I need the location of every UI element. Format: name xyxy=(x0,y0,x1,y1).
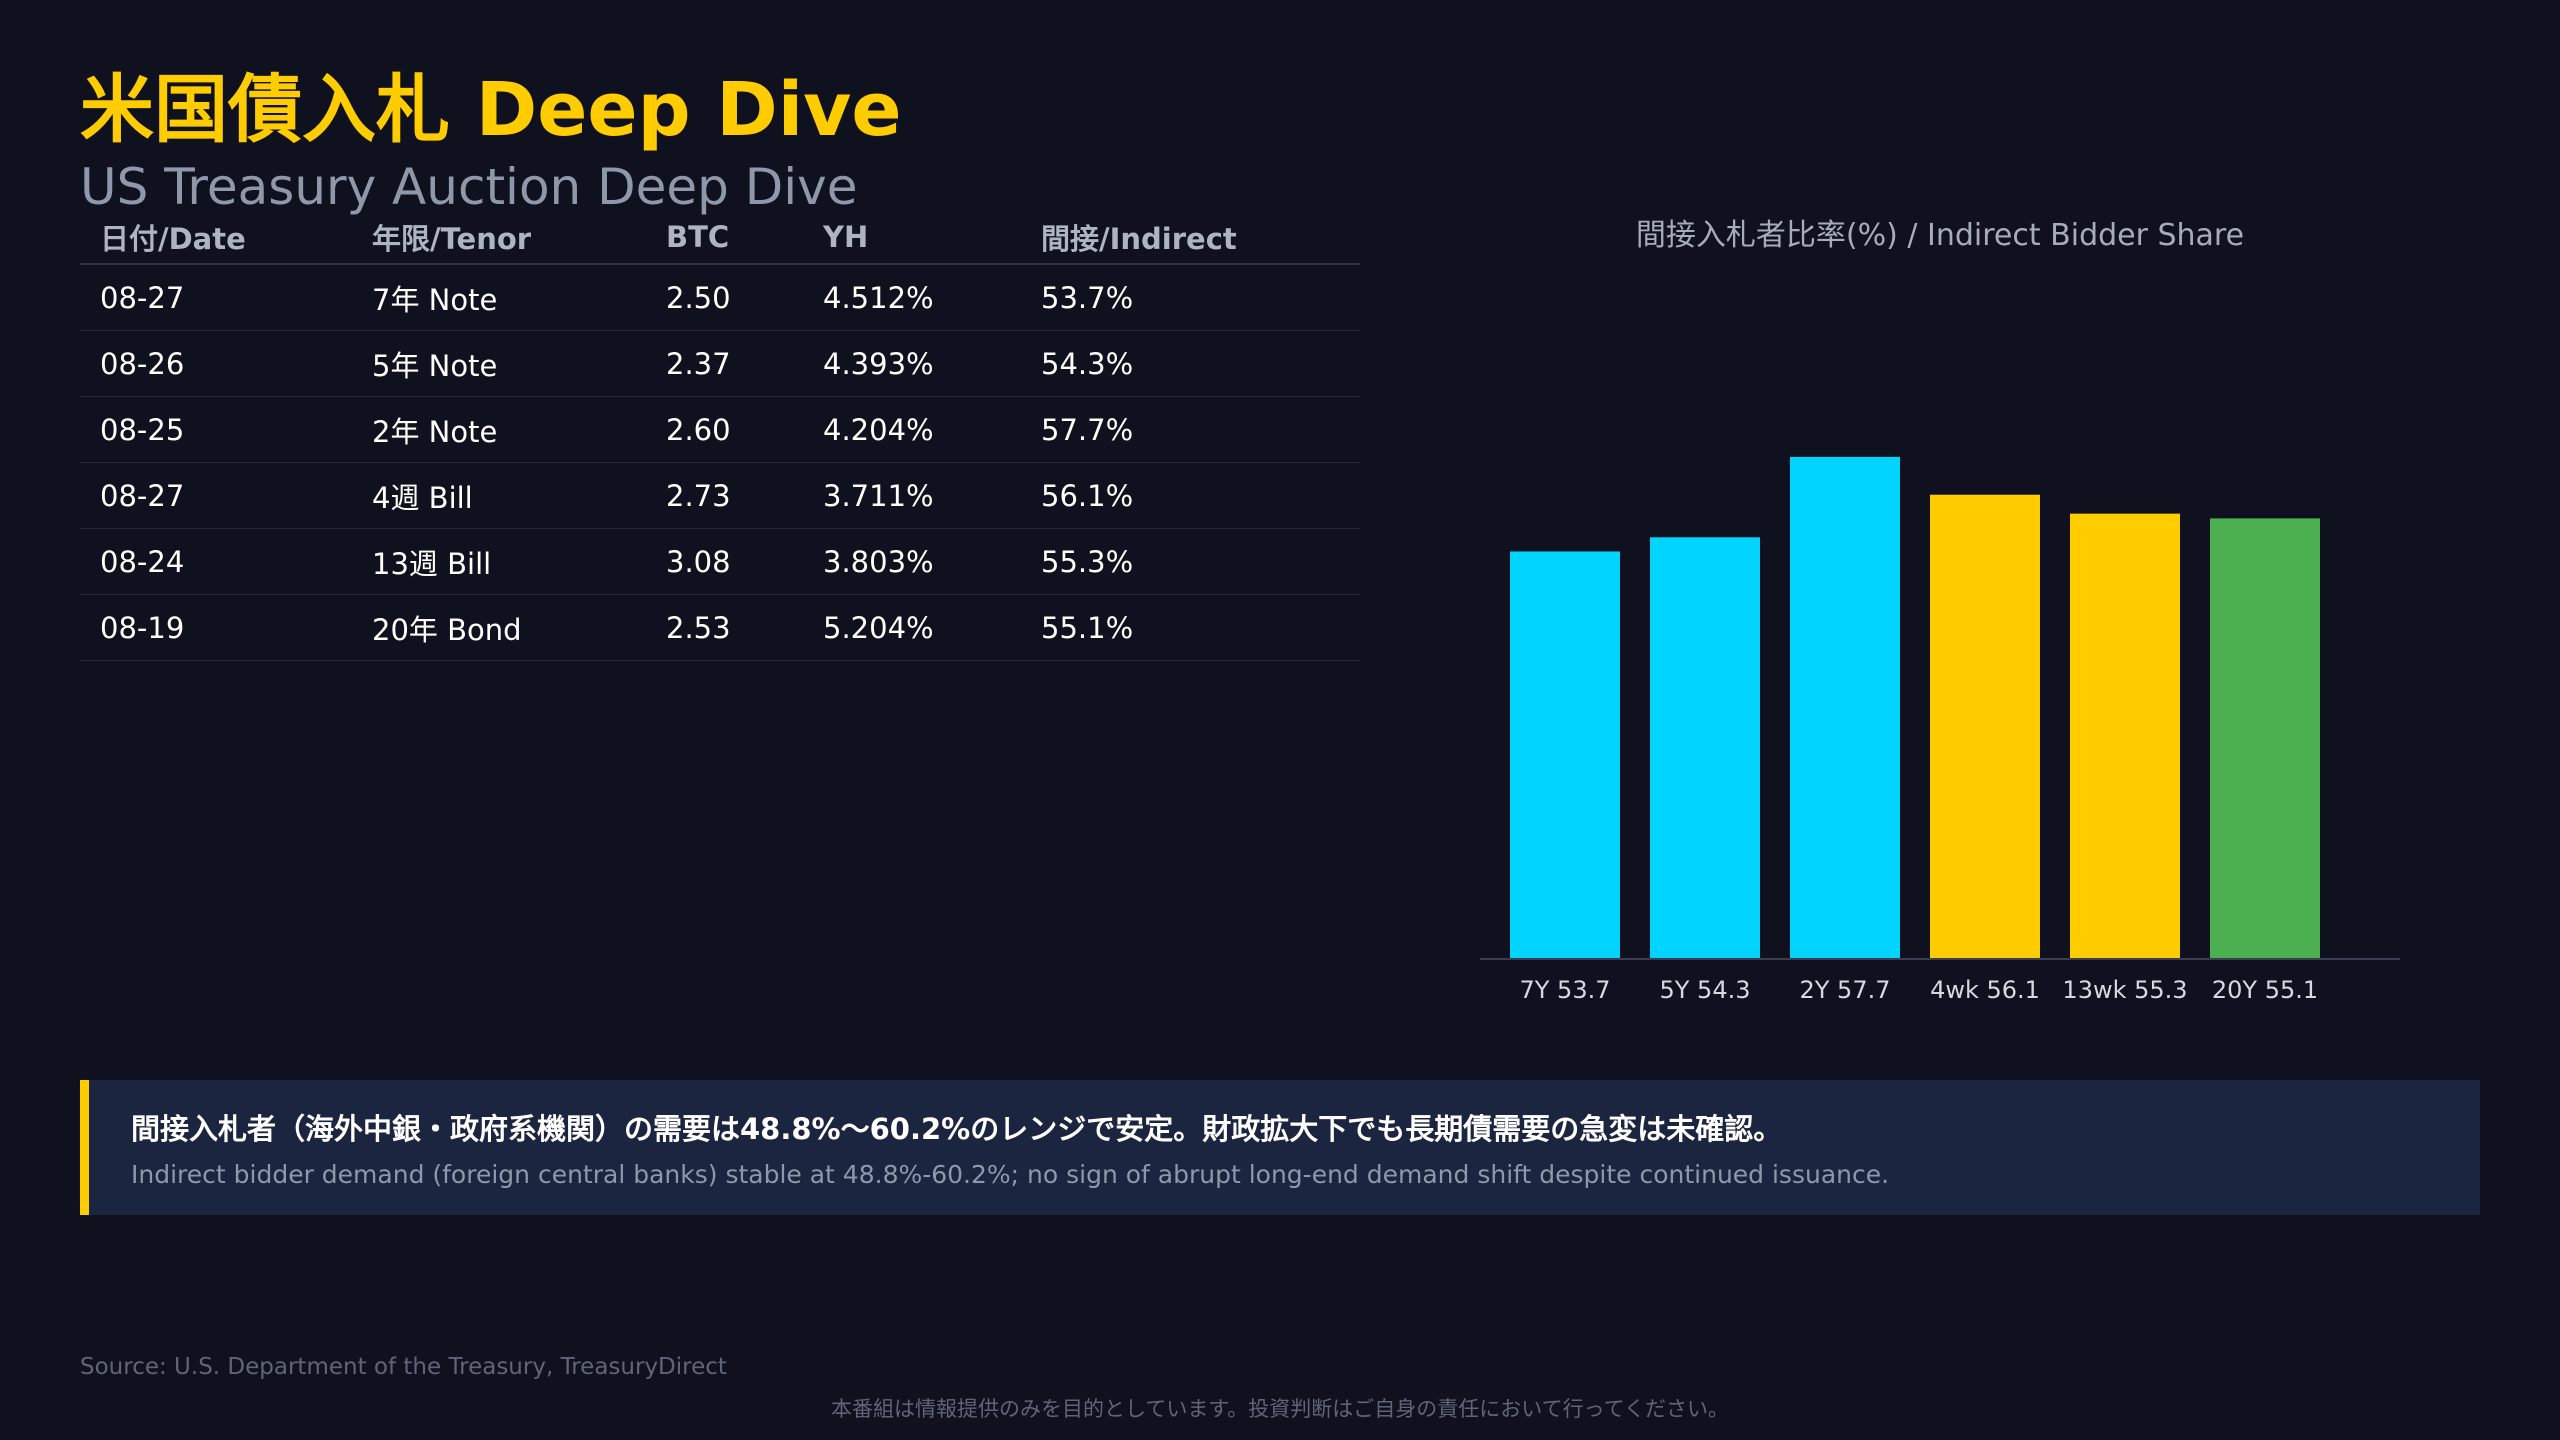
cell-indirect: 55.1% xyxy=(1041,610,1134,645)
cell-btc: 2.37 xyxy=(666,346,731,381)
table-header: 日付/Date 年限/Tenor BTC YH 間接/Indirect xyxy=(80,210,1360,265)
bar-4wk xyxy=(1930,494,2040,958)
cell-btc: 2.60 xyxy=(666,412,731,447)
cell-tenor: 5年 Note xyxy=(372,348,498,383)
header-date: 日付/Date xyxy=(100,221,246,256)
header-tenor: 年限/Tenor xyxy=(372,221,532,256)
cell-tenor: 20年 Bond xyxy=(372,612,522,647)
cell-date: 08-27 xyxy=(100,478,185,513)
header-btc: BTC xyxy=(666,219,730,254)
cell-indirect: 53.7% xyxy=(1041,280,1134,315)
callout-text-jp: 間接入札者（海外中銀・政府系機関）の需要は48.8%〜60.2%のレンジで安定。… xyxy=(131,1112,1783,1146)
insight-callout: 間接入札者（海外中銀・政府系機関）の需要は48.8%〜60.2%のレンジで安定。… xyxy=(80,1080,2480,1215)
table-row: 08-27 7年 Note 2.50 4.512% 53.7% xyxy=(80,265,1360,331)
bar-20y xyxy=(2210,518,2320,958)
x-tick-label: 7Y 53.7 xyxy=(1520,976,1611,1004)
disclaimer: 本番組は情報提供のみを目的としています。投資判断はご自身の責任において行ってくだ… xyxy=(831,1397,1729,1421)
callout-text-en: Indirect bidder demand (foreign central … xyxy=(131,1160,1890,1189)
cell-date: 08-27 xyxy=(100,280,185,315)
cell-yh: 4.512% xyxy=(823,280,934,315)
cell-yh: 3.711% xyxy=(823,478,934,513)
bar-5y xyxy=(1650,537,1760,958)
cell-date: 08-19 xyxy=(100,610,185,645)
table-row: 08-26 5年 Note 2.37 4.393% 54.3% xyxy=(80,331,1360,397)
cell-btc: 2.73 xyxy=(666,478,731,513)
table-row: 08-24 13週 Bill 3.08 3.803% 55.3% xyxy=(80,529,1360,595)
cell-date: 08-26 xyxy=(100,346,185,381)
x-tick-label: 2Y 57.7 xyxy=(1800,976,1891,1004)
page-title: 米国債入札 Deep Dive xyxy=(80,67,902,153)
cell-btc: 2.50 xyxy=(666,280,731,315)
cell-indirect: 54.3% xyxy=(1041,346,1134,381)
cell-yh: 3.803% xyxy=(823,544,934,579)
bar-7y xyxy=(1510,551,1620,958)
bar-2y xyxy=(1790,456,1900,958)
cell-tenor: 4週 Bill xyxy=(372,480,473,515)
cell-indirect: 56.1% xyxy=(1041,478,1134,513)
cell-yh: 4.204% xyxy=(823,412,934,447)
x-tick-label: 4wk 56.1 xyxy=(1930,976,2040,1004)
cell-date: 08-25 xyxy=(100,412,185,447)
table-row: 08-25 2年 Note 2.60 4.204% 57.7% xyxy=(80,397,1360,463)
source-note: Source: U.S. Department of the Treasury,… xyxy=(80,1354,727,1380)
table-row: 08-27 4週 Bill 2.73 3.711% 56.1% xyxy=(80,463,1360,529)
header-indirect: 間接/Indirect xyxy=(1041,221,1237,256)
cell-date: 08-24 xyxy=(100,544,185,579)
cell-btc: 2.53 xyxy=(666,610,731,645)
x-tick-label: 5Y 54.3 xyxy=(1660,976,1751,1004)
x-tick-label: 13wk 55.3 xyxy=(2062,976,2187,1004)
cell-indirect: 55.3% xyxy=(1041,544,1134,579)
cell-tenor: 13週 Bill xyxy=(372,546,492,581)
x-tick-label: 20Y 55.1 xyxy=(2212,976,2318,1004)
indirect-share-bar-chart: 7Y 53.7 5Y 54.3 2Y 57.7 4wk 56.1 13wk 55.3 20… xyxy=(1480,456,2400,1004)
page-subtitle: US Treasury Auction Deep Dive xyxy=(80,158,858,216)
cell-btc: 3.08 xyxy=(666,544,731,579)
cell-tenor: 7年 Note xyxy=(372,282,498,317)
cell-yh: 4.393% xyxy=(823,346,934,381)
auction-table: 日付/Date 年限/Tenor BTC YH 間接/Indirect 08-2… xyxy=(80,210,1360,661)
cell-yh: 5.204% xyxy=(823,610,934,645)
table-row: 08-19 20年 Bond 2.53 5.204% 55.1% xyxy=(80,595,1360,661)
bar-13wk xyxy=(2070,513,2180,958)
chart-title: 間接入札者比率(%) / Indirect Bidder Share xyxy=(1635,218,2245,253)
cell-indirect: 57.7% xyxy=(1041,412,1134,447)
header-yh: YH xyxy=(823,219,869,254)
cell-tenor: 2年 Note xyxy=(372,414,498,449)
